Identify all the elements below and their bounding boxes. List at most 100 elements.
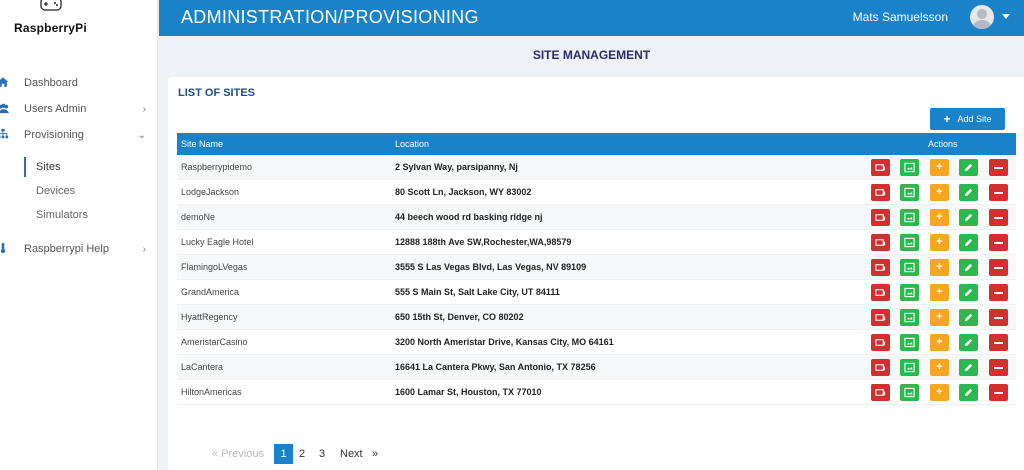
add-button[interactable]: + <box>930 359 949 376</box>
edit-button[interactable] <box>959 309 978 326</box>
delete-button[interactable] <box>989 234 1008 251</box>
device-icon <box>875 212 886 223</box>
view-button[interactable] <box>900 159 919 176</box>
site-name-cell: LodgeJackson <box>181 187 240 197</box>
add-button[interactable]: + <box>930 309 949 326</box>
delete-button[interactable] <box>989 209 1008 226</box>
minus-icon <box>994 291 1003 294</box>
add-button[interactable]: + <box>930 384 949 401</box>
devices-button[interactable] <box>871 384 890 401</box>
sidebar-item-dashboard[interactable]: Dashboard <box>0 72 158 94</box>
pagination-next-arrow[interactable]: » <box>372 448 379 460</box>
site-name-cell: GrandAmerica <box>181 287 240 297</box>
edit-button[interactable] <box>959 284 978 301</box>
add-button[interactable]: + <box>930 259 949 276</box>
pagination-page-1[interactable]: 1 <box>274 444 293 464</box>
avatar[interactable] <box>970 5 994 29</box>
sidebar-subitem-sites[interactable]: Sites <box>24 157 60 177</box>
header-actions: Actions <box>928 139 958 149</box>
sidebar: RaspberryPi Dashboard Users Admin › Prov… <box>0 0 158 470</box>
devices-button[interactable] <box>871 309 890 326</box>
pencil-icon <box>963 162 974 173</box>
add-button[interactable]: + <box>930 234 949 251</box>
view-button[interactable] <box>900 334 919 351</box>
sidebar-subitem-devices[interactable]: Devices <box>36 185 76 197</box>
devices-button[interactable] <box>871 159 890 176</box>
sidebar-item-raspberrypi-help[interactable]: Raspberrypi Help › <box>0 238 158 260</box>
devices-button[interactable] <box>871 259 890 276</box>
edit-button[interactable] <box>959 159 978 176</box>
edit-button[interactable] <box>959 234 978 251</box>
view-button[interactable] <box>900 284 919 301</box>
delete-button[interactable] <box>989 359 1008 376</box>
table-header: Site Name Location Actions <box>177 133 1016 155</box>
edit-button[interactable] <box>959 209 978 226</box>
devices-button[interactable] <box>871 184 890 201</box>
caret-down-icon[interactable] <box>1002 14 1010 19</box>
view-button[interactable] <box>900 259 919 276</box>
view-button[interactable] <box>900 359 919 376</box>
location-cell: 3555 S Las Vegas Blvd, Las Vegas, NV 891… <box>395 262 587 272</box>
image-icon <box>904 312 915 323</box>
delete-button[interactable] <box>989 309 1008 326</box>
devices-button[interactable] <box>871 359 890 376</box>
view-button[interactable] <box>900 234 919 251</box>
pencil-icon <box>963 362 974 373</box>
add-site-label: Add Site <box>957 114 992 124</box>
devices-button[interactable] <box>871 334 890 351</box>
edit-button[interactable] <box>959 259 978 276</box>
site-name-cell: demoNe <box>181 212 216 222</box>
devices-button[interactable] <box>871 284 890 301</box>
devices-button[interactable] <box>871 209 890 226</box>
sidebar-item-provisioning[interactable]: Provisioning ⌄ <box>0 124 158 146</box>
delete-button[interactable] <box>989 334 1008 351</box>
view-button[interactable] <box>900 309 919 326</box>
delete-button[interactable] <box>989 259 1008 276</box>
edit-button[interactable] <box>959 384 978 401</box>
delete-button[interactable] <box>989 184 1008 201</box>
pencil-icon <box>963 312 974 323</box>
chevron-right-icon: › <box>142 103 146 115</box>
image-icon <box>904 387 915 398</box>
add-site-button[interactable]: + Add Site <box>930 108 1005 130</box>
pagination-next[interactable]: Next <box>340 448 363 460</box>
edit-button[interactable] <box>959 184 978 201</box>
add-button[interactable]: + <box>930 284 949 301</box>
add-button[interactable]: + <box>930 334 949 351</box>
header-site-name: Site Name <box>181 139 224 149</box>
location-cell: 650 15th St, Denver, CO 80202 <box>395 312 524 322</box>
devices-button[interactable] <box>871 234 890 251</box>
device-icon <box>875 237 886 248</box>
table-row: FlamingoLVegas 3555 S Las Vegas Blvd, Las… <box>177 255 1016 280</box>
plus-icon: + <box>943 112 951 126</box>
table-row: AmeristarCasino 3200 North Ameristar Driv… <box>177 330 1016 355</box>
pagination-previous[interactable]: « Previous <box>212 448 264 460</box>
delete-button[interactable] <box>989 159 1008 176</box>
device-icon <box>875 362 886 373</box>
view-button[interactable] <box>900 384 919 401</box>
view-button[interactable] <box>900 184 919 201</box>
add-button[interactable]: + <box>930 209 949 226</box>
delete-button[interactable] <box>989 384 1008 401</box>
pagination-page-3[interactable]: 3 <box>319 448 326 460</box>
plus-icon: + <box>936 261 943 273</box>
table-row: demoNe 44 beech wood rd basking ridge nj + <box>177 205 1016 230</box>
minus-icon <box>994 316 1003 319</box>
view-button[interactable] <box>900 209 919 226</box>
image-icon <box>904 262 915 273</box>
sidebar-item-users-admin[interactable]: Users Admin › <box>0 98 158 120</box>
minus-icon <box>994 241 1003 244</box>
user-name[interactable]: Mats Samuelsson <box>852 10 948 24</box>
pencil-icon <box>963 237 974 248</box>
edit-button[interactable] <box>959 334 978 351</box>
add-button[interactable]: + <box>930 159 949 176</box>
pagination-page-2[interactable]: 2 <box>299 448 306 460</box>
add-button[interactable]: + <box>930 184 949 201</box>
delete-button[interactable] <box>989 284 1008 301</box>
sidebar-subitem-simulators[interactable]: Simulators <box>36 209 88 221</box>
table-row: HyattRegency 650 15th St, Denver, CO 8020… <box>177 305 1016 330</box>
thermometer-icon <box>0 242 10 256</box>
image-icon <box>904 362 915 373</box>
edit-button[interactable] <box>959 359 978 376</box>
plus-icon: + <box>936 236 943 248</box>
